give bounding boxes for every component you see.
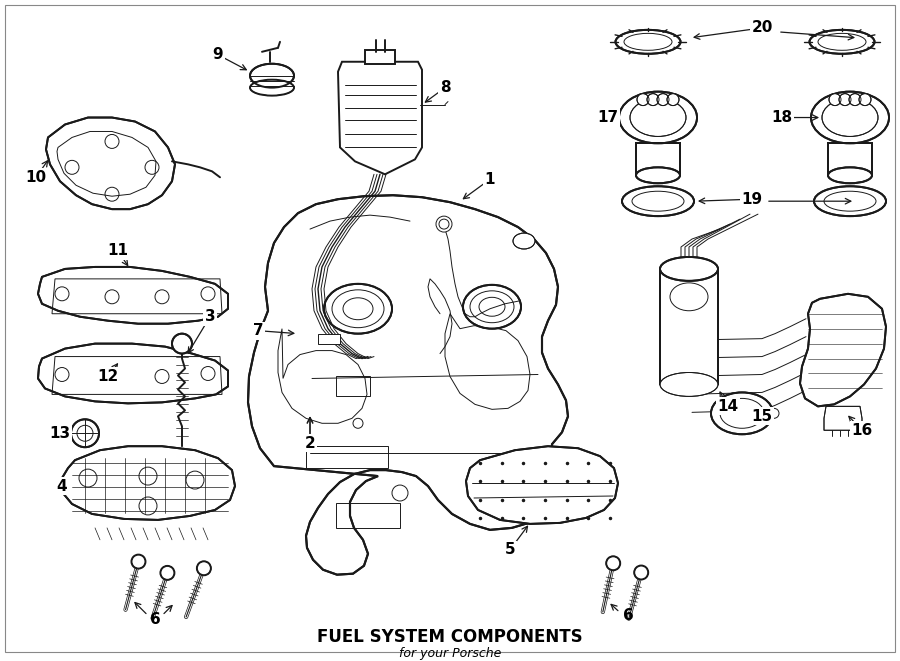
Text: 16: 16 [851,423,873,438]
Circle shape [637,94,649,106]
Circle shape [607,557,620,570]
Circle shape [667,94,679,106]
Text: 11: 11 [107,243,129,258]
Text: 1: 1 [485,172,495,187]
Ellipse shape [622,186,694,216]
Ellipse shape [660,257,718,281]
Polygon shape [824,407,862,430]
Polygon shape [38,344,228,403]
Polygon shape [365,50,395,63]
Ellipse shape [811,92,889,143]
Circle shape [172,334,192,354]
Text: 12: 12 [97,369,119,384]
Polygon shape [38,267,228,324]
Circle shape [849,94,861,106]
Ellipse shape [250,80,294,96]
Text: 13: 13 [50,426,70,441]
Polygon shape [338,61,422,175]
Ellipse shape [463,285,521,329]
Ellipse shape [513,233,535,249]
Polygon shape [46,118,175,209]
Polygon shape [62,446,235,520]
Ellipse shape [822,98,878,136]
Text: 18: 18 [771,110,793,125]
Polygon shape [466,446,618,524]
Text: 4: 4 [57,479,68,494]
Text: 19: 19 [742,192,762,207]
Text: 20: 20 [752,20,773,36]
Circle shape [436,216,452,232]
Text: 3: 3 [204,309,215,325]
Text: 15: 15 [752,408,772,424]
Text: for your Porsche: for your Porsche [399,647,501,660]
Polygon shape [636,143,680,175]
Text: 8: 8 [440,80,450,95]
Circle shape [197,561,211,575]
Polygon shape [660,269,718,385]
Circle shape [634,566,648,580]
Ellipse shape [324,284,392,334]
Text: 10: 10 [25,170,47,185]
Text: 17: 17 [598,110,618,125]
Circle shape [859,94,871,106]
Circle shape [131,555,146,568]
Ellipse shape [711,393,773,434]
Circle shape [647,94,659,106]
Text: 14: 14 [717,399,739,414]
Ellipse shape [660,373,718,397]
Ellipse shape [619,92,697,143]
Ellipse shape [636,167,680,183]
Polygon shape [248,195,568,574]
Circle shape [71,419,99,447]
Ellipse shape [616,30,680,54]
Polygon shape [800,294,886,407]
Circle shape [657,94,669,106]
Text: 2: 2 [304,436,315,451]
Ellipse shape [814,186,886,216]
Ellipse shape [630,98,686,136]
Text: 5: 5 [505,542,516,557]
Ellipse shape [828,167,872,183]
Text: FUEL SYSTEM COMPONENTS: FUEL SYSTEM COMPONENTS [317,629,583,646]
Polygon shape [318,334,340,344]
Circle shape [829,94,841,106]
Ellipse shape [809,30,875,54]
Polygon shape [828,143,872,175]
Circle shape [392,485,408,501]
Text: 6: 6 [623,608,634,623]
Text: 7: 7 [253,323,264,338]
Text: 6: 6 [149,612,160,627]
Text: 9: 9 [212,48,223,62]
Circle shape [160,566,175,580]
Ellipse shape [250,63,294,88]
Circle shape [839,94,851,106]
